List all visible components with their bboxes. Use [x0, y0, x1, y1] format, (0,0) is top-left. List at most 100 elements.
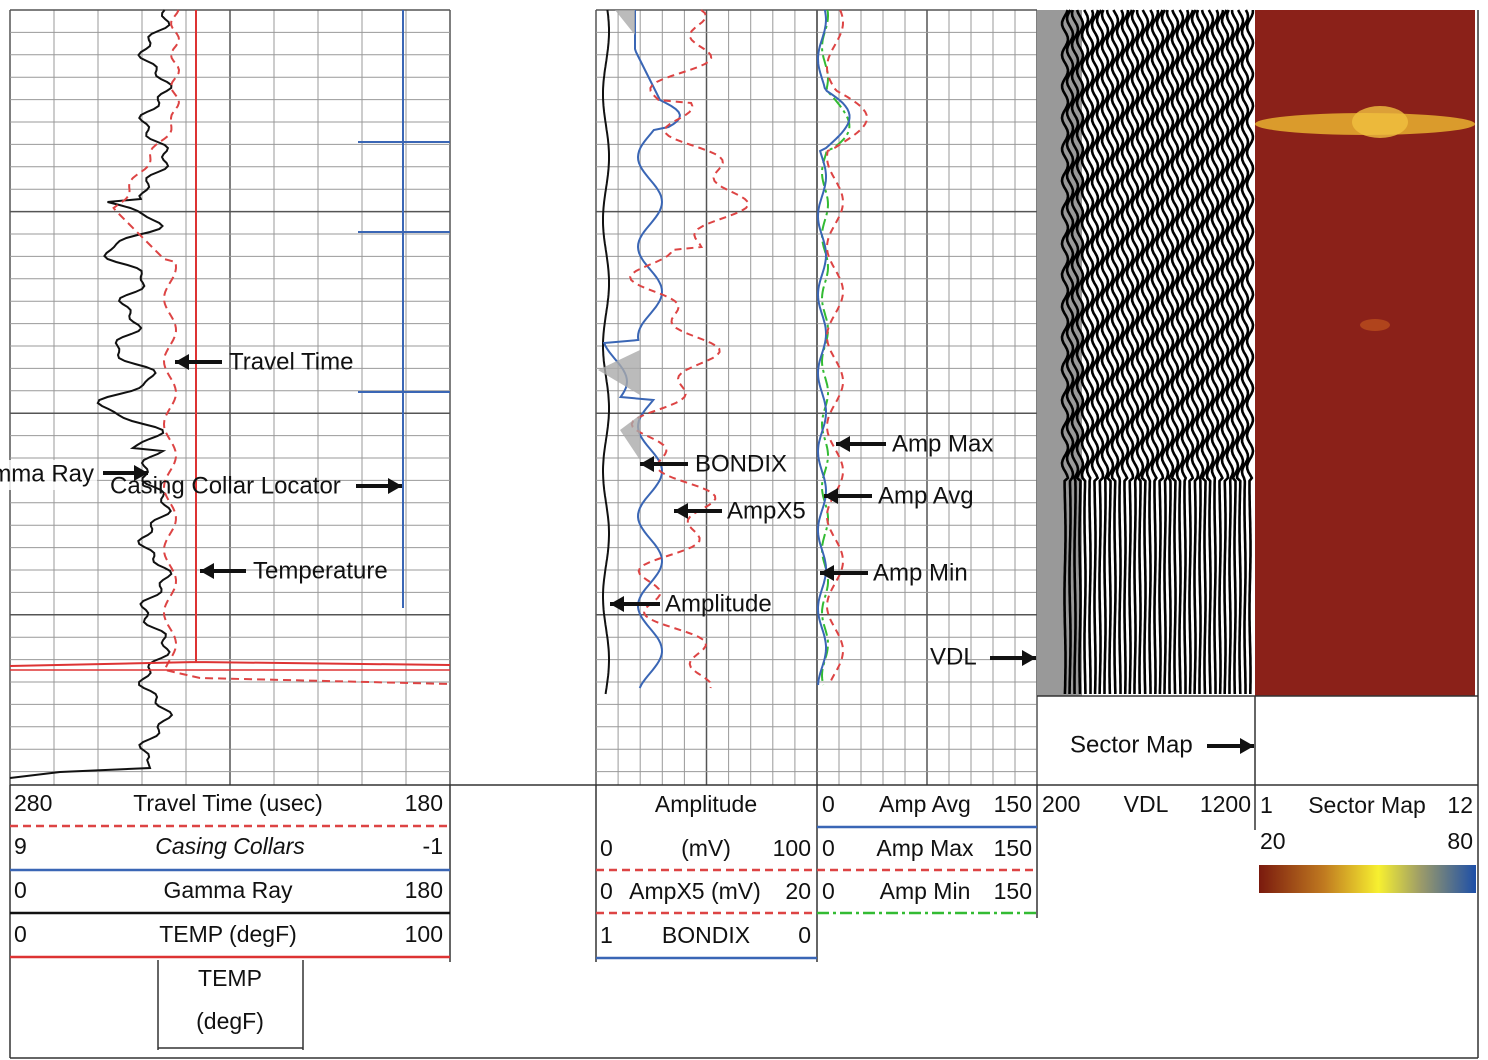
- scale-left: 0: [600, 878, 613, 904]
- annotation: Sector Map: [1070, 731, 1193, 758]
- scale-left: 0: [600, 835, 613, 861]
- annotation: Amplitude: [665, 590, 772, 617]
- vdl-stripe: [1230, 9, 1240, 695]
- annotation: AmpX5: [727, 497, 806, 524]
- arrow-head: [1240, 738, 1254, 754]
- vdl-stripe: [1095, 9, 1105, 695]
- vdl-stripe: [1185, 9, 1195, 695]
- vdl-stripe: [1060, 9, 1070, 695]
- vdl-stripe: [1220, 9, 1230, 694]
- log-curve: [9, 9, 174, 779]
- label-bg: [0, 460, 97, 490]
- vdl-stripe: [1200, 9, 1210, 694]
- vdl-stripe: [1100, 9, 1110, 694]
- annotation: Gamma Ray: [0, 460, 94, 487]
- curves: [9, 9, 869, 779]
- vdl-track: [1037, 9, 1255, 696]
- vdl-stripe: [1180, 9, 1190, 695]
- arrow-head: [175, 354, 189, 370]
- scale-right: 150: [994, 878, 1032, 904]
- header-lines: [10, 824, 1037, 960]
- annotation: Travel Time: [229, 348, 353, 375]
- scale-left: 0: [822, 791, 835, 817]
- annotations: Gamma Ray Casing Collar Locator Travel T…: [0, 348, 1193, 758]
- vdl-stripe: [1145, 9, 1155, 694]
- arrow-head: [674, 503, 688, 519]
- annotation: Temperature: [253, 557, 388, 584]
- track-title: Amplitude: [655, 791, 757, 817]
- arrow-head: [824, 488, 838, 504]
- arrow-head: [134, 465, 148, 481]
- vdl-stripe: [1190, 9, 1200, 694]
- scale-right: 1200: [1200, 791, 1251, 817]
- scale-right: 180: [405, 790, 443, 816]
- annotation: BONDIX: [695, 450, 787, 477]
- scale-right: 150: [994, 791, 1032, 817]
- log-curve: [629, 9, 750, 689]
- log-curve: [358, 10, 450, 608]
- scale-right: 0: [798, 922, 811, 948]
- curve-name: Casing Collars: [155, 833, 305, 859]
- grids: [9, 9, 1038, 785]
- vdl-stripe: [1140, 9, 1150, 695]
- vdl-stripe: [1115, 9, 1125, 694]
- log-curve: [602, 9, 610, 695]
- scale-right: 180: [405, 877, 443, 903]
- vdl-stripe: [1105, 9, 1115, 695]
- vdl-stripe: [1160, 9, 1170, 694]
- scale-left: 0: [14, 877, 27, 903]
- header-frame: [9, 10, 1479, 1059]
- vdl-stripe: [1215, 9, 1225, 695]
- vdl-stripe: [1175, 9, 1185, 695]
- temp-box-text: TEMP: [198, 965, 262, 991]
- header-texts: 280 Travel Time (usec) 180 9 Casing Coll…: [14, 790, 1473, 1034]
- annotation: Amp Max: [892, 430, 993, 457]
- scale-right: -1: [423, 833, 443, 859]
- log-curve: [820, 9, 851, 686]
- annotation: Casing Collar Locator: [110, 472, 341, 499]
- scale-left: 1: [600, 922, 613, 948]
- arrow-head: [200, 563, 214, 579]
- log-curve: [112, 9, 451, 685]
- scale-right: 12: [1447, 792, 1473, 818]
- scale-right: 80: [1447, 828, 1473, 854]
- scale-right: 150: [994, 835, 1032, 861]
- curve-name: BONDIX: [662, 922, 750, 948]
- arrow-head: [640, 456, 654, 472]
- scale-left: 0: [822, 835, 835, 861]
- vdl-stripe: [1150, 9, 1160, 695]
- vdl-stripe: [1195, 9, 1205, 694]
- scale-left: 1: [1260, 792, 1273, 818]
- arrow-head: [388, 478, 402, 494]
- vdl-stripe: [1090, 9, 1100, 694]
- curve-name: VDL: [1124, 791, 1169, 817]
- bondix-fill: [598, 10, 640, 460]
- vdl-stripe: [1110, 9, 1120, 694]
- arrow-head: [1022, 650, 1036, 666]
- scale-left: 0: [822, 878, 835, 904]
- vdl-stripe: [1120, 9, 1130, 695]
- annotation: VDL: [930, 643, 977, 670]
- vdl-stripe: [1065, 9, 1075, 695]
- vdl-stripe: [1080, 9, 1090, 694]
- arrows: [103, 354, 1254, 754]
- log-curve: [602, 10, 681, 689]
- sector-map-spot: [1360, 319, 1390, 331]
- vdl-stripe: [1245, 9, 1255, 694]
- curve-name: Amp Avg: [879, 791, 971, 817]
- vdl-stripe: [1170, 9, 1180, 695]
- vdl-stripe: [1205, 9, 1215, 695]
- vdl-stripe: [1235, 9, 1245, 695]
- log-curve: [9, 10, 451, 667]
- arrow-head: [610, 596, 624, 612]
- scale-left: 280: [14, 790, 52, 816]
- vdl-stripe: [1210, 9, 1220, 694]
- log-curve: [825, 9, 869, 686]
- curve-name: Sector Map: [1308, 792, 1426, 818]
- annotation: Amp Min: [873, 559, 968, 586]
- vdl-stripe: [1135, 9, 1145, 694]
- vdl-stripe: [1155, 9, 1165, 694]
- vdl-stripe: [1130, 9, 1140, 694]
- vdl-stripe: [1085, 9, 1095, 694]
